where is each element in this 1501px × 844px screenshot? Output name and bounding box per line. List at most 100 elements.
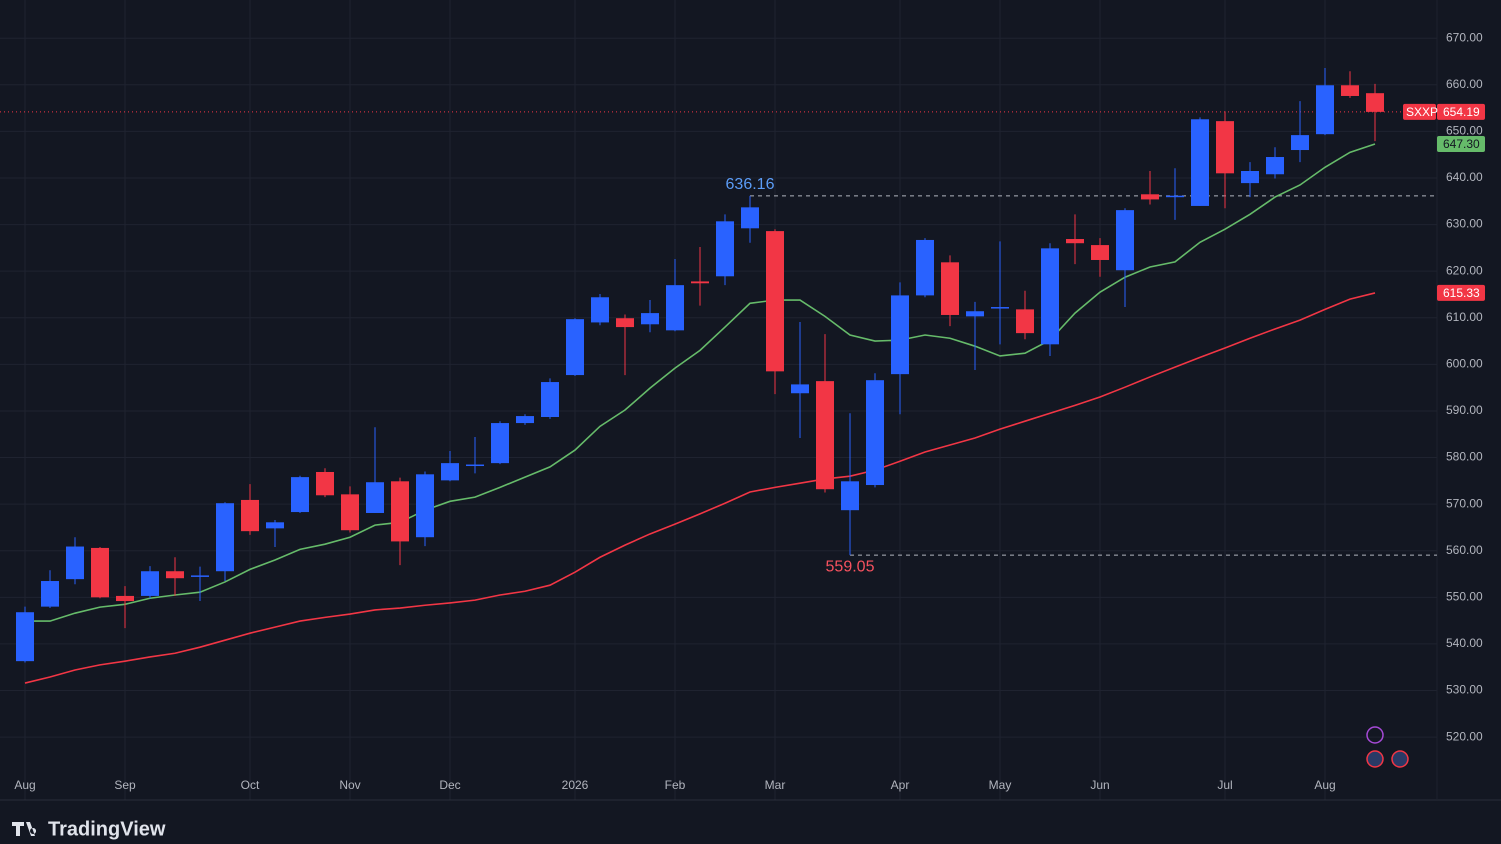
x-tick-label: Jun — [1090, 778, 1109, 792]
candle-body — [66, 546, 84, 580]
candle-body — [816, 381, 834, 490]
y-tick-label: 610.00 — [1446, 310, 1483, 324]
candle-body — [341, 494, 359, 531]
price-tag — [1437, 103, 1485, 120]
annotation-label: 559.05 — [826, 558, 875, 575]
x-tick-label: Oct — [241, 778, 260, 792]
candle-body — [541, 382, 559, 418]
y-tick-label: 550.00 — [1446, 589, 1483, 603]
candle-body — [1166, 195, 1184, 198]
y-tick-label: 520.00 — [1446, 729, 1483, 743]
candle-body — [1116, 210, 1134, 271]
y-tick-label: 560.00 — [1446, 543, 1483, 557]
candle-body — [41, 581, 59, 607]
candle-body — [1341, 85, 1359, 96]
candle-body — [1216, 121, 1234, 174]
candle-body — [591, 297, 609, 323]
candle-body — [266, 522, 284, 529]
x-tick-label: Apr — [891, 778, 910, 792]
candle-body — [166, 571, 184, 579]
candle-body — [1066, 239, 1084, 244]
candle-body — [291, 477, 309, 513]
candle-body — [1191, 119, 1209, 206]
x-tick-label: May — [989, 778, 1012, 792]
candle-body — [891, 295, 909, 375]
candle-body — [691, 281, 709, 284]
symbol-tag — [1403, 103, 1436, 120]
candle-body — [641, 313, 659, 325]
x-tick-label: Sep — [114, 778, 136, 792]
icon[interactable] — [1366, 726, 1384, 744]
candle-body — [616, 318, 634, 328]
y-tick-label: 570.00 — [1446, 496, 1483, 510]
candle-body — [1266, 157, 1284, 175]
icon[interactable] — [1366, 750, 1384, 768]
candle-body — [791, 384, 809, 394]
candle-body — [141, 571, 159, 596]
candle-body — [466, 464, 484, 467]
y-tick-label: 650.00 — [1446, 124, 1483, 138]
candle-body — [241, 499, 259, 532]
candle-body — [1366, 93, 1384, 112]
x-tick-label: 2026 — [562, 778, 589, 792]
annotation-label: 636.16 — [726, 176, 775, 193]
indicator-icons — [1366, 726, 1409, 768]
symbol-label: SXXP — [1406, 105, 1438, 119]
candle-body — [416, 474, 434, 538]
logo-icon — [12, 822, 37, 836]
candle-body — [1316, 85, 1334, 135]
y-tick-label: 600.00 — [1446, 357, 1483, 371]
candle-body — [441, 463, 459, 481]
x-tick-label: Mar — [765, 778, 786, 792]
x-tick-label: Jul — [1217, 778, 1232, 792]
candle-body — [1291, 135, 1309, 151]
y-tick-label: 540.00 — [1446, 636, 1483, 650]
candle-body — [316, 471, 334, 496]
price-tag-label: 654.19 — [1443, 105, 1480, 119]
x-tick-label: Aug — [14, 778, 35, 792]
x-tick-label: Dec — [439, 778, 460, 792]
x-tick-label: Feb — [665, 778, 686, 792]
candle-body — [491, 423, 509, 464]
moving-average — [24, 292, 1376, 684]
price-tag — [1437, 284, 1485, 301]
candle-body — [191, 575, 209, 577]
candle-body — [966, 311, 984, 317]
x-tick-label: Nov — [339, 778, 360, 792]
candle-body — [1041, 248, 1059, 345]
candle-body — [91, 547, 109, 598]
brand-name: TradingView — [48, 818, 166, 840]
candle-body — [716, 221, 734, 277]
y-tick-label: 620.00 — [1446, 263, 1483, 277]
candle-body — [216, 503, 234, 572]
price-tag-label: 647.30 — [1443, 137, 1480, 151]
y-tick-label: 590.00 — [1446, 403, 1483, 417]
candle-body — [941, 262, 959, 315]
candle-body — [1016, 309, 1034, 334]
icon[interactable] — [1391, 750, 1409, 768]
candle-body — [841, 481, 859, 511]
candle-body — [766, 231, 784, 372]
price-tag-label: 615.33 — [1443, 286, 1480, 300]
x-tick-label: Aug — [1314, 778, 1335, 792]
y-tick-label: 580.00 — [1446, 450, 1483, 464]
candle-body — [916, 239, 934, 296]
y-tick-label: 670.00 — [1446, 30, 1483, 44]
candle-body — [991, 307, 1009, 309]
candle-body — [566, 319, 584, 376]
y-tick-label: 660.00 — [1446, 77, 1483, 91]
candle-body — [366, 482, 384, 513]
candle-body — [16, 612, 34, 662]
candle-body — [391, 481, 409, 542]
y-tick-label: 630.00 — [1446, 217, 1483, 231]
y-tick-label: 530.00 — [1446, 683, 1483, 697]
candle-body — [516, 416, 534, 424]
candle-body — [1241, 170, 1259, 184]
candle-body — [741, 207, 759, 229]
candle-body — [666, 285, 684, 331]
y-tick-label: 640.00 — [1446, 170, 1483, 184]
candle-body — [866, 380, 884, 486]
